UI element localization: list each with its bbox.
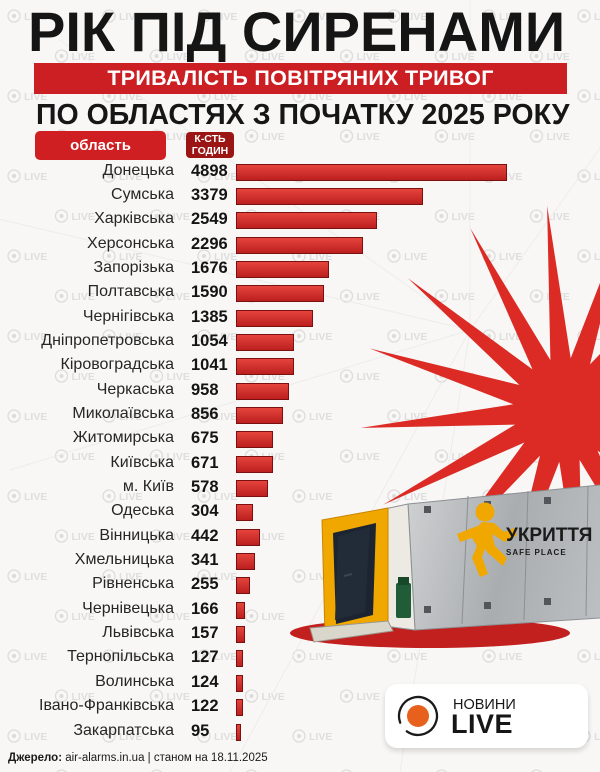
svg-text:УКРИТТЯ: УКРИТТЯ xyxy=(506,525,592,546)
svg-text:SAFE PLACE: SAFE PLACE xyxy=(506,548,567,557)
